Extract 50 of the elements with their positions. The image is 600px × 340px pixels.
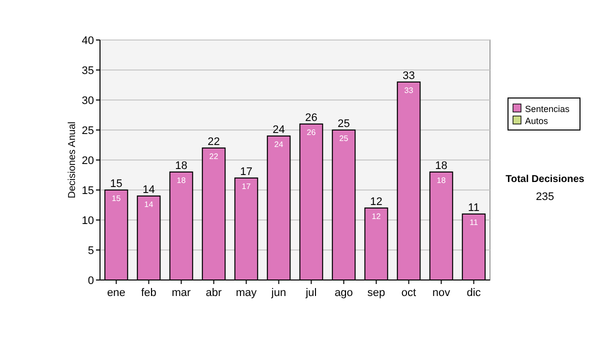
total-label: 12	[370, 196, 382, 208]
legend-label: Autos	[525, 116, 549, 126]
y-tick-label: 0	[88, 275, 94, 287]
x-tick-label: ago	[334, 287, 353, 299]
total-label: 15	[110, 178, 122, 190]
data-label: 24	[274, 140, 284, 149]
text: 235	[536, 191, 554, 203]
total-label: 24	[272, 124, 285, 136]
x-tick-label: may	[236, 287, 258, 299]
y-axis-title: Decisiones Anual	[67, 122, 78, 198]
x-tick-label: oct	[401, 287, 416, 299]
total-label: 25	[338, 118, 350, 130]
y-tick-label: 35	[82, 65, 94, 77]
text: Total Decisiones	[506, 174, 585, 185]
data-label: 17	[242, 182, 252, 191]
x-tick-label: sep	[367, 287, 386, 299]
total-label: 33	[402, 70, 415, 82]
data-label: 22	[209, 152, 219, 161]
total-label: 18	[435, 160, 448, 172]
y-tick-label: 40	[82, 35, 94, 47]
data-label: 26	[306, 128, 316, 137]
y-tick-label: 20	[82, 155, 94, 167]
x-tick-label: mar	[172, 287, 192, 299]
y-tick-label: 5	[88, 245, 94, 257]
total-label: 14	[142, 184, 155, 196]
x-tick-label: nov	[432, 287, 451, 299]
data-label: 18	[436, 176, 446, 185]
data-label: 11	[470, 218, 478, 227]
x-tick-label: dic	[466, 287, 482, 299]
x-tick-label: feb	[141, 287, 156, 299]
y-tick-label: 30	[82, 95, 94, 107]
legend-label: Sentencias	[525, 104, 570, 114]
total-label: 18	[175, 160, 188, 172]
y-tick-label: 10	[82, 215, 94, 227]
x-tick-label: jun	[270, 287, 286, 299]
data-label: 12	[372, 212, 382, 221]
y-tick-label: 25	[82, 125, 94, 137]
x-tick-label: ene	[107, 287, 126, 299]
x-tick-label: abr	[206, 287, 222, 299]
total-label: 22	[208, 136, 220, 148]
data-label: 33	[404, 86, 414, 95]
data-label: 15	[112, 194, 122, 203]
data-label: 14	[144, 200, 154, 209]
total-label: 17	[240, 166, 252, 178]
x-tick-label: jul	[304, 287, 317, 299]
total-label: 26	[305, 112, 318, 124]
data-label: 18	[176, 176, 186, 185]
data-label: 25	[339, 134, 349, 143]
total-label: 11	[468, 202, 480, 214]
y-tick-label: 15	[82, 185, 94, 197]
